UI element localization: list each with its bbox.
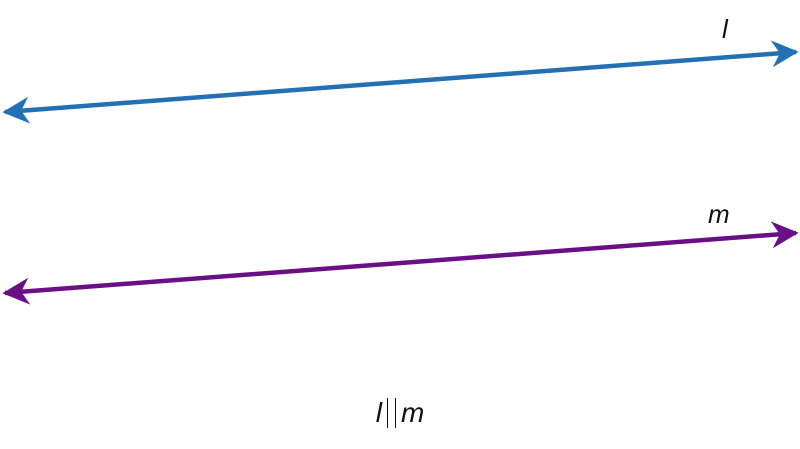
line-m: m (2, 199, 799, 305)
line-m-path (2, 221, 799, 305)
statement-right-var: m (400, 397, 425, 428)
statement-left-var: l (375, 397, 382, 428)
line-l-path (2, 40, 799, 124)
line-l: l (2, 14, 799, 124)
line-l-label: l (722, 14, 729, 44)
parallel-symbol-icon (386, 398, 396, 428)
line-m-label: m (708, 199, 730, 229)
